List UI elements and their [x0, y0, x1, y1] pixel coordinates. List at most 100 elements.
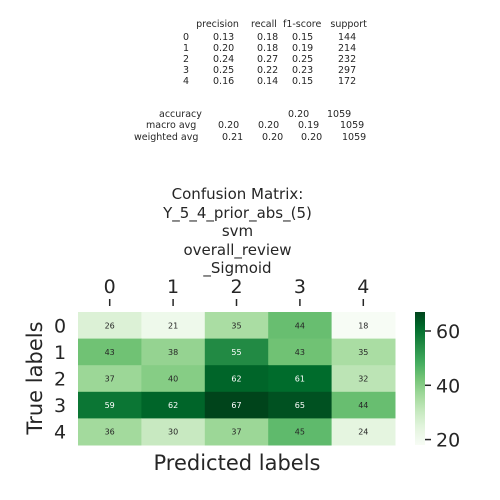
- y-axis-label: True labels: [23, 321, 47, 435]
- heatmap-cell-3-3: [268, 391, 333, 419]
- heatmap-cell-label-2-4: 32: [358, 375, 368, 384]
- report-row-support: 144: [338, 32, 357, 43]
- heatmap-cell-3-2: [204, 391, 269, 419]
- report-accuracy-label: accuracy: [159, 109, 202, 120]
- report-row-precision: 0.25: [213, 65, 235, 76]
- report-accuracy-support: 1059: [327, 109, 352, 120]
- heatmap-cell-0-4: [331, 312, 396, 340]
- chart-title-line-1: Confusion Matrix:: [171, 185, 304, 203]
- report-header-precision: precision: [196, 19, 239, 30]
- heatmap-cell-label-0-1: 21: [168, 321, 178, 330]
- colorbar: [415, 312, 425, 445]
- heatmap-cell-label-0-0: 26: [105, 321, 115, 330]
- report-weighted-precision: 0.21: [222, 132, 244, 143]
- heatmap-cell-label-2-3: 61: [295, 375, 305, 384]
- report-macro-label: macro avg: [146, 120, 197, 131]
- heatmap-cell-2-1: [141, 365, 206, 393]
- heatmap-cell-label-3-3: 65: [295, 401, 305, 410]
- report-row-f1: 0.23: [292, 65, 314, 76]
- heatmap-cell-label-0-2: 35: [231, 321, 241, 330]
- heatmap-cell-4-3: [268, 418, 333, 446]
- heatmap-cell-2-0: [78, 365, 142, 393]
- report-row-recall: 0.18: [257, 43, 279, 54]
- heatmap-cell-label-4-4: 24: [358, 428, 368, 437]
- report-row-recall: 0.22: [257, 65, 279, 76]
- y-tick-label-1: 1: [54, 342, 66, 364]
- report-row-label: 4: [183, 76, 190, 87]
- report-row-precision: 0.20: [213, 43, 235, 54]
- x-tick-label-1: 1: [167, 276, 179, 298]
- heatmap-cell-label-1-4: 35: [358, 348, 368, 357]
- report-row-recall: 0.27: [257, 54, 279, 65]
- x-tick-label-4: 4: [357, 276, 369, 298]
- heatmap-cell-label-3-1: 62: [168, 401, 178, 410]
- heatmap-cell-0-2: [204, 312, 269, 340]
- heatmap-cell-label-3-4: 44: [358, 401, 368, 410]
- report-row-f1: 0.25: [292, 54, 314, 65]
- heatmap-cell-4-1: [141, 418, 206, 446]
- x-tick-label-3: 3: [294, 276, 306, 298]
- report-weighted-f1: 0.20: [301, 132, 323, 143]
- heatmap-cell-2-4: [331, 365, 396, 393]
- heatmap-cell-2-2: [204, 365, 269, 393]
- colorbar-tick-label-0: 20: [436, 430, 460, 452]
- report-row-f1: 0.15: [292, 76, 314, 87]
- report-header-f1: f1-score: [282, 19, 322, 30]
- report-row-label: 1: [183, 43, 190, 54]
- report-row-recall: 0.14: [257, 76, 279, 87]
- report-row-support: 297: [338, 65, 357, 76]
- x-axis-label: Predicted labels: [154, 451, 321, 475]
- x-tick-label-0: 0: [104, 276, 116, 298]
- report-header: precision recall f1-score support: [184, 8, 367, 41]
- colorbar-tick-label-2: 60: [436, 321, 460, 343]
- chart-title-line-3: svm: [221, 222, 254, 240]
- heatmap-cell-label-2-2: 62: [231, 375, 241, 384]
- heatmap-cell-4-0: [78, 418, 142, 446]
- heatmap-cell-label-2-1: 40: [168, 375, 178, 384]
- report-weighted-recall: 0.20: [262, 132, 284, 143]
- x-tick-label-2: 2: [230, 276, 242, 298]
- report-accuracy-f1: 0.20: [288, 109, 310, 120]
- heatmap-cell-3-4: [331, 391, 396, 419]
- heatmap-cell-label-4-2: 37: [231, 428, 241, 437]
- heatmap-cell-4-2: [204, 418, 269, 446]
- heatmap-cell-label-0-3: 44: [295, 321, 305, 330]
- report-row-f1: 0.19: [292, 43, 314, 54]
- heatmap-cell-0-1: [141, 312, 206, 340]
- report-macro-f1: 0.19: [298, 120, 320, 131]
- classification-report: precision recall f1-score support 0 0.13 0…: [0, 8, 500, 143]
- report-row-support: 214: [338, 43, 357, 54]
- heatmap-cell-label-0-4: 18: [358, 321, 368, 330]
- report-row-f1: 0.15: [292, 32, 314, 43]
- heatmap-cell-label-3-2: 67: [231, 401, 241, 410]
- heatmap-cell-label-4-1: 30: [168, 428, 178, 437]
- chart-title-line-5: _Sigmoid: [203, 259, 272, 277]
- y-tick-label-4: 4: [54, 422, 66, 444]
- heatmap-cell-label-1-0: 43: [105, 348, 115, 357]
- heatmap-cell-3-0: [78, 391, 142, 419]
- heatmap-cell-1-2: [204, 338, 269, 366]
- heatmap-cell-4-4: [331, 418, 396, 446]
- heatmap-cell-1-3: [268, 338, 333, 366]
- report-row-support: 172: [338, 76, 357, 87]
- heatmap-cell-1-0: [78, 338, 142, 366]
- report-row-recall: 0.18: [257, 32, 279, 43]
- colorbar-tick-label-1: 40: [436, 375, 460, 397]
- report-row-precision: 0.13: [213, 32, 235, 43]
- heatmap-cell-label-3-0: 59: [105, 401, 115, 410]
- report-row-label: 2: [183, 54, 190, 65]
- chart-title-line-2: Y_5_4_prior_abs_(5): [163, 203, 312, 222]
- report-row-precision: 0.24: [213, 54, 235, 65]
- heatmap-cell-0-0: [78, 312, 142, 340]
- report-macro-support: 1059: [340, 120, 365, 131]
- report-header-support: support: [330, 19, 367, 30]
- report-row-support: 232: [338, 54, 357, 65]
- report-row-label: 3: [183, 65, 190, 76]
- heatmap-cell-1-1: [141, 338, 206, 366]
- heatmap-cell-label-1-3: 43: [295, 348, 305, 357]
- heatmap-cell-label-1-1: 38: [168, 348, 178, 357]
- heatmap-cell-label-4-0: 36: [105, 428, 115, 437]
- heatmap-cell-1-4: [331, 338, 396, 366]
- report-row-label: 0: [183, 32, 190, 43]
